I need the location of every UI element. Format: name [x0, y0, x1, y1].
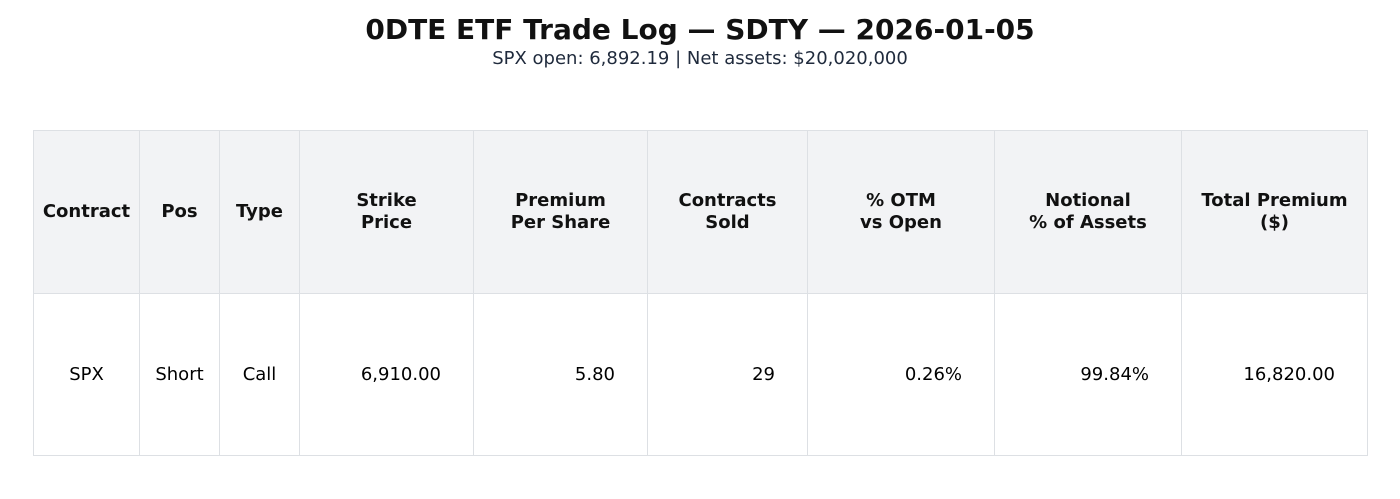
column-header: Total Premium ($): [1181, 130, 1368, 294]
column-header: % OTM vs Open: [807, 130, 995, 294]
table-cell: 6,910.00: [299, 293, 474, 456]
table-body: SPX Short Call 6,910.00 5.80 29 0.26% 99.84% 16,…: [33, 293, 1368, 456]
column-header: Notional % of Assets: [994, 130, 1182, 294]
table-cell: Short: [139, 293, 220, 456]
table-cell: 16,820.00: [1181, 293, 1368, 456]
trade-table: Contract Pos Type Strike Price Premium Per S…: [33, 130, 1368, 456]
table-cell: SPX: [33, 293, 140, 456]
column-header: Premium Per Share: [473, 130, 648, 294]
table-row: SPX Short Call 6,910.00 5.80 29 0.26% 99.84% 16,…: [33, 293, 1368, 456]
table-cell: 99.84%: [994, 293, 1182, 456]
table-cell: 29: [647, 293, 808, 456]
table-cell: Call: [219, 293, 300, 456]
column-header: Contracts Sold: [647, 130, 808, 294]
column-header: Strike Price: [299, 130, 474, 294]
title: 0DTE ETF Trade Log — SDTY — 2026-01-05: [365, 13, 1035, 46]
column-header: Contract: [33, 130, 140, 294]
header-row: Contract Pos Type Strike Price Premium Per S…: [33, 130, 1368, 294]
table-cell: 5.80: [473, 293, 648, 456]
column-header: Pos: [139, 130, 220, 294]
column-header: Type: [219, 130, 300, 294]
table-cell: 0.26%: [807, 293, 995, 456]
subtitle: SPX open: 6,892.19 | Net assets: $20,020…: [492, 48, 908, 69]
